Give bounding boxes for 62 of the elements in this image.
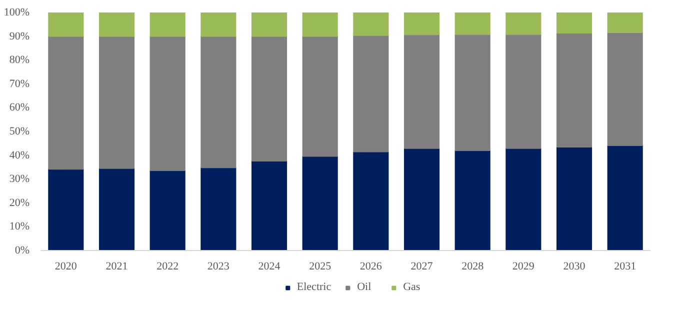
bar [98,168,135,250]
bar [251,36,288,162]
x-tick-label: 2026 [360,260,382,272]
bar [98,12,135,37]
bar [454,150,490,250]
x-tick-label: 2025 [309,260,332,272]
bar [302,36,338,157]
bar [506,148,542,250]
bar [251,12,288,37]
bar [607,145,643,250]
bar [506,34,542,149]
bar [302,156,338,250]
bar [353,151,389,250]
bar [200,12,236,37]
legend-label: Oil [357,281,372,293]
bar [607,32,643,146]
bar [454,12,490,35]
bar [404,12,440,36]
y-tick-label: 90% [9,30,30,42]
bar [150,12,186,37]
bar [556,146,592,250]
x-tick-label: 2028 [462,260,484,272]
x-tick-label: 2023 [207,260,230,272]
bar [302,12,338,37]
bar [48,36,84,170]
y-tick-label: 10% [9,220,30,233]
bar [556,32,592,148]
y-tick-label: 60% [9,102,30,114]
bar [48,12,84,37]
y-tick-label: 0% [14,244,30,256]
bar [150,170,186,250]
bar [404,34,440,149]
y-tick-label: 50% [9,126,30,138]
bar [150,36,186,172]
bar [353,34,389,152]
x-tick-label: 2022 [156,260,179,272]
y-tick-label: 20% [9,196,30,209]
legend-label: Electric [296,281,332,293]
bar [251,160,288,250]
x-tick-label: 2021 [106,260,128,272]
bar [454,34,490,152]
bar [200,167,236,250]
y-tick-label: 30% [9,173,30,186]
bar [607,12,643,33]
y-tick-label: 70% [9,78,30,90]
bar [556,12,592,34]
y-tick-label: 100% [4,6,30,18]
bar [48,168,84,250]
x-tick-label: 2030 [563,260,586,272]
x-tick-label: 2020 [54,260,78,272]
x-tick-label: 2024 [258,260,281,272]
y-tick-label: 80% [9,54,30,66]
bar [98,36,135,169]
y-tick-label: 40% [9,149,30,162]
x-tick-label: 2029 [512,260,535,272]
bar [200,36,236,168]
bar [404,148,440,250]
bar [506,12,542,35]
x-tick-label: 2031 [614,260,636,272]
x-tick-label: 2027 [410,260,434,272]
legend-label: Gas [403,281,422,293]
bar [353,12,389,36]
